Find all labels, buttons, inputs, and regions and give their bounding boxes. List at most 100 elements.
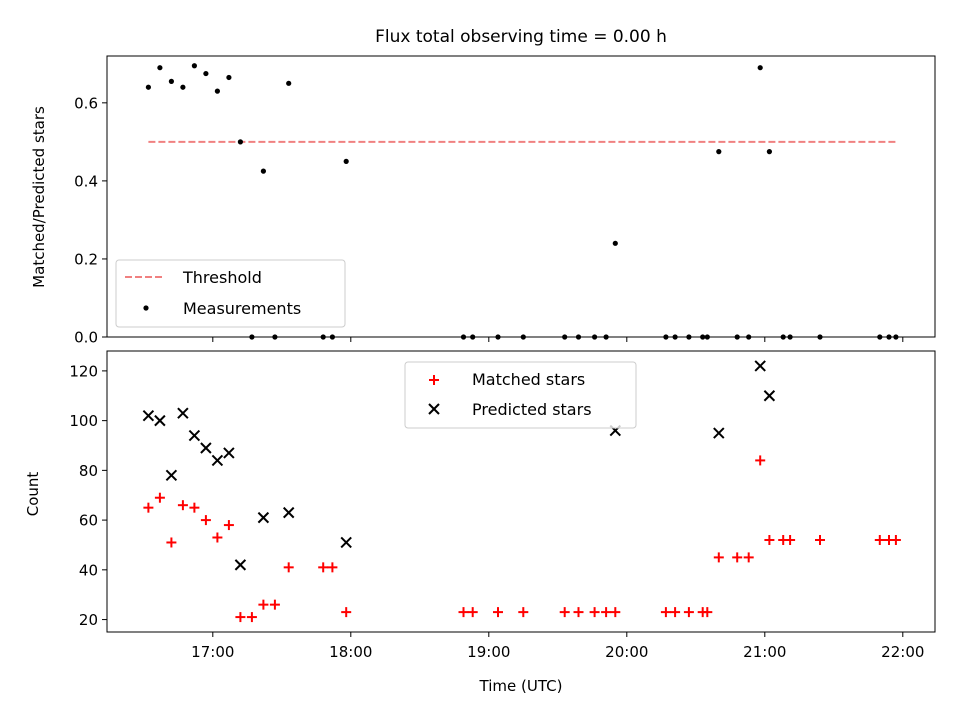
predicted-stars-point: [177, 407, 189, 419]
predicted-stars-point: [234, 559, 247, 571]
measurement-point: [180, 84, 186, 90]
x-tick-label: 18:00: [329, 643, 372, 661]
measurement-point: [757, 65, 763, 71]
y-tick-label: 0.4: [74, 172, 98, 190]
matched-stars-point: [458, 607, 469, 618]
matched-stars-point: [189, 502, 200, 513]
y-tick-label: 100: [69, 412, 98, 430]
bottom-plot-area: [142, 360, 901, 623]
measurement-point: [168, 78, 174, 84]
matched-stars-point: [601, 607, 612, 618]
matched-stars-point: [283, 562, 294, 573]
legend-predicted-label: Predicted stars: [472, 400, 592, 419]
matched-stars-point: [815, 534, 825, 545]
measurement-point: [612, 240, 618, 246]
bottom-legend: Matched stars Predicted stars: [404, 361, 637, 429]
matched-stars-point: [518, 607, 529, 618]
matched-stars-point: [660, 607, 671, 618]
measurement-point: [226, 74, 232, 81]
matched-stars-point: [559, 607, 570, 618]
x-tick-label: 17:00: [191, 643, 234, 661]
y-tick-label: 40: [79, 561, 98, 579]
measurement-point: [260, 168, 266, 174]
matched-stars-point: [166, 537, 177, 548]
predicted-stars-point: [223, 447, 235, 459]
matched-stars-point: [318, 562, 329, 573]
legend-matched-label: Matched stars: [472, 370, 585, 389]
y-tick-label: 120: [69, 362, 98, 380]
x-tick-label: 20:00: [605, 643, 648, 661]
predicted-stars-point: [713, 427, 725, 439]
predicted-stars-point: [282, 506, 295, 519]
y-tick-label: 0.2: [74, 250, 98, 268]
measurement-point: [286, 80, 292, 86]
legend-measurements-marker: [143, 305, 149, 311]
predicted-stars-point: [200, 442, 212, 454]
matched-stars-point: [143, 502, 154, 513]
matched-stars-point: [467, 607, 478, 618]
measurement-point: [191, 63, 197, 69]
legend-predicted-marker: [428, 403, 440, 415]
predicted-stars-point: [754, 360, 766, 372]
bottom-legend-box: [404, 361, 637, 429]
matched-stars-point: [683, 607, 694, 618]
legend-measurements-label: Measurements: [183, 299, 301, 318]
matched-stars-point: [258, 599, 269, 610]
matched-stars-point: [327, 562, 338, 573]
predicted-stars-point: [165, 469, 178, 482]
matched-stars-point: [235, 612, 246, 623]
matched-stars-point: [702, 607, 713, 618]
matched-stars-point: [269, 599, 280, 610]
top-y-axis-label: Matched/Predicted stars: [30, 106, 48, 288]
matched-stars-point: [589, 607, 600, 618]
measurement-point: [157, 65, 163, 71]
matched-stars-point: [177, 500, 188, 511]
predicted-stars-point: [257, 511, 270, 524]
top-legend: Threshold Measurements: [115, 259, 346, 328]
bottom-axes-frame: [106, 350, 936, 633]
predicted-stars-point: [188, 429, 201, 442]
matched-stars-point: [493, 607, 503, 618]
predicted-stars-point: [154, 414, 166, 427]
predicted-stars-point: [763, 390, 776, 402]
matched-stars-point: [200, 515, 211, 526]
measurement-point: [214, 88, 220, 94]
y-tick-label: 0.0: [74, 329, 98, 347]
matched-stars-point: [713, 552, 724, 563]
matched-stars-point: [341, 607, 352, 618]
matched-stars-point: [154, 492, 165, 503]
y-tick-label: 80: [79, 462, 98, 480]
x-tick-label: 22:00: [881, 643, 924, 661]
measurement-point: [203, 70, 209, 77]
count-panel: Count Time (UTC) 20 40 60 80 100 120 17:00 18:0…: [24, 350, 936, 695]
measurement-point: [766, 149, 773, 155]
matched-stars-point: [732, 552, 743, 563]
predicted-stars-point: [340, 536, 352, 549]
predicted-stars-point: [211, 454, 224, 467]
legend-matched-marker: [429, 375, 439, 385]
chart-title: Flux total observing time = 0.00 h: [375, 27, 667, 47]
matched-stars-point: [246, 612, 257, 623]
bottom-ticks: 20 40 60 80 100 120 17:00 18:00 19:00 20:00 21:00 2…: [69, 362, 924, 661]
matched-stars-point: [874, 534, 885, 545]
measurement-point: [716, 149, 722, 155]
measurement-point: [343, 158, 349, 164]
x-axis-label: Time (UTC): [479, 677, 563, 695]
x-tick-label: 19:00: [467, 643, 510, 661]
matched-stars-point: [223, 520, 234, 531]
matched-stars-point: [212, 532, 223, 543]
matched-stars-point: [764, 534, 775, 545]
ratio-panel: Flux total observing time = 0.00 h Match…: [30, 27, 936, 347]
y-tick-label: 0.6: [74, 94, 98, 112]
bottom-y-axis-label: Count: [24, 472, 42, 517]
matched-stars-point: [755, 455, 766, 466]
measurement-point: [145, 84, 151, 90]
matched-stars-point: [610, 607, 621, 618]
measurement-point: [237, 139, 243, 145]
matched-stars-point: [670, 607, 681, 618]
top-ticks: 0.0 0.2 0.4 0.6: [74, 94, 904, 347]
y-tick-label: 20: [79, 611, 98, 629]
top-axes-frame: [106, 55, 936, 338]
